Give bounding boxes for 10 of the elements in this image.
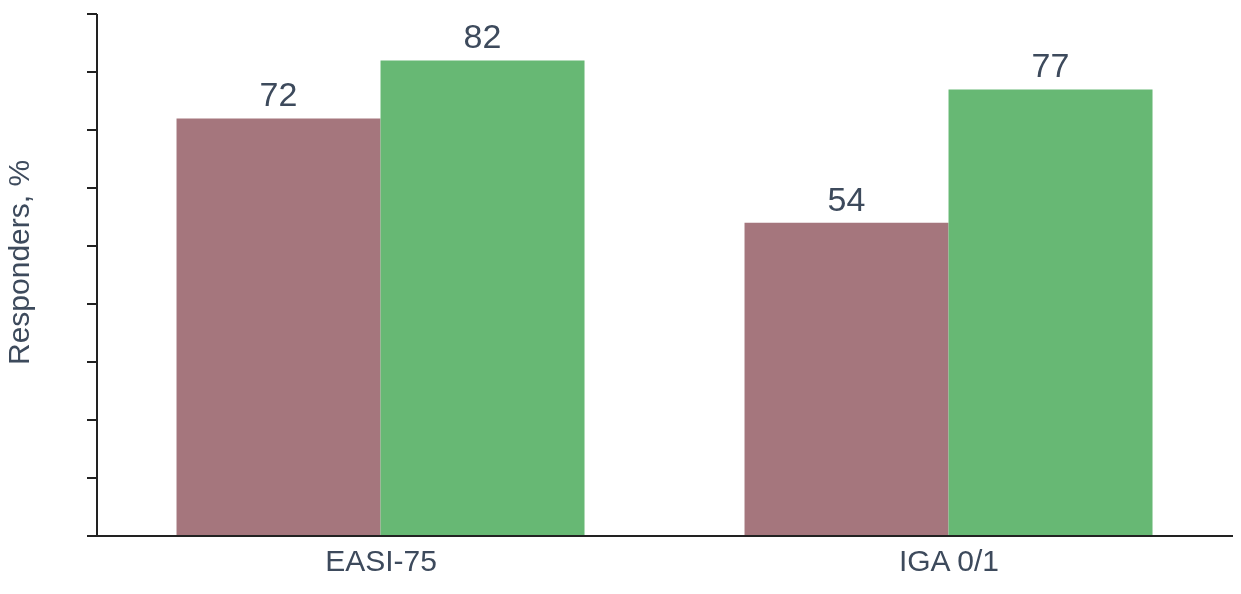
data-label: 72 [259, 75, 298, 114]
data-label: 54 [827, 179, 866, 218]
data-label: 82 [463, 17, 502, 56]
bar [948, 89, 1153, 536]
x-tick-label: EASI-75 [325, 544, 437, 578]
data-label: 77 [1031, 46, 1070, 85]
bar [744, 222, 949, 536]
x-tick-label: IGA 0/1 [898, 544, 1000, 578]
bar [176, 118, 381, 536]
bar [380, 60, 585, 536]
